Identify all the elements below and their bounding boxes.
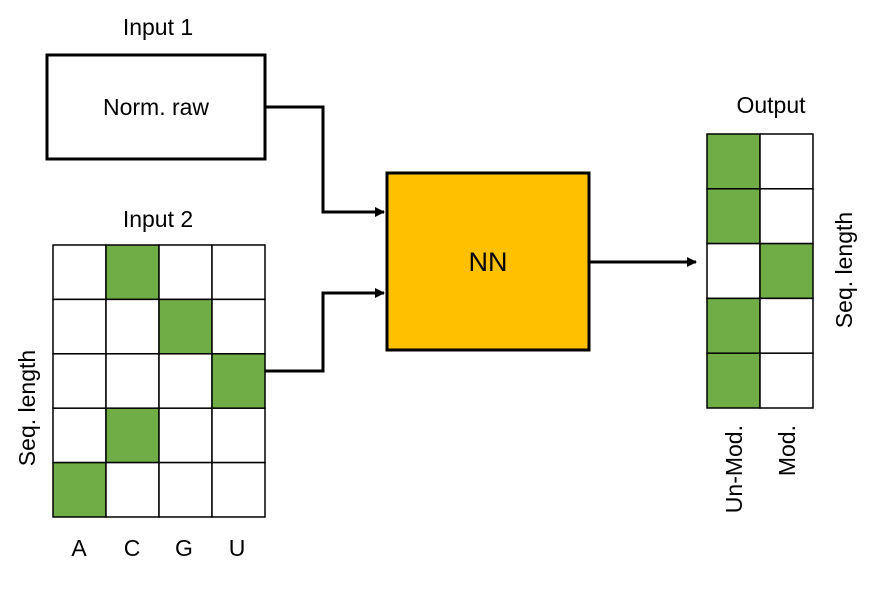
input1-to-nn-arrow — [265, 105, 385, 217]
input2-cell-r1-c0 — [52, 298, 107, 355]
input2-to-nn-arrow — [265, 288, 385, 373]
input2-col-label-a: A — [71, 535, 87, 561]
input2-title: Input 2 — [123, 206, 193, 232]
input2-cell-r4-c0-active — [52, 461, 107, 518]
output-cell-r1-c0-active — [706, 188, 761, 245]
input2-cell-r1-c2-active — [158, 298, 213, 355]
input2-cell-r4-c3 — [211, 461, 266, 518]
input1-box — [45, 53, 267, 161]
input2-cell-r0-c0 — [52, 244, 107, 301]
output-grid — [706, 133, 814, 409]
output-col-label-unmod: Un-Mod. — [721, 425, 747, 513]
input2-cell-r3-c1-active — [105, 407, 160, 464]
input2-cell-r3-c3 — [211, 407, 266, 464]
output-cell-r0-c1 — [759, 133, 814, 190]
input2-col-label-g: G — [175, 535, 193, 561]
input2-cell-r2-c0 — [52, 353, 107, 409]
output-cell-r4-c1 — [759, 352, 814, 409]
output-cell-r4-c0-active — [706, 352, 761, 409]
output-cell-r3-c0-active — [706, 297, 761, 354]
output-title: Output — [736, 92, 806, 118]
output-col-label-mod: Mod. — [774, 425, 800, 476]
output-cell-r2-c1-active — [759, 242, 814, 300]
output-cell-r1-c1 — [759, 188, 814, 245]
output-row-axis-label: Seq. length — [831, 212, 857, 328]
input2-cell-r2-c1 — [105, 353, 160, 409]
input2-cell-r4-c1 — [105, 461, 160, 518]
input2-col-label-u: U — [229, 535, 246, 561]
input2-cell-r1-c1 — [105, 298, 160, 355]
output-cell-r0-c0-active — [706, 133, 761, 190]
input1-box-label: Norm. raw — [103, 94, 209, 120]
input1-title: Input 1 — [123, 14, 193, 40]
nn-box — [385, 171, 591, 352]
input2-row-axis-label: Seq. length — [14, 350, 40, 466]
input2-cell-r0-c2 — [158, 244, 213, 301]
input2-cell-r2-c2 — [158, 353, 213, 409]
input2-cell-r1-c3 — [211, 298, 266, 355]
output-cell-r2-c0 — [706, 242, 761, 300]
input2-cell-r2-c3-active — [211, 353, 266, 409]
input2-cell-r4-c2 — [158, 461, 213, 518]
input2-cell-r0-c1-active — [105, 244, 160, 301]
input2-col-label-c: C — [124, 535, 141, 561]
input2-cell-r3-c2 — [158, 407, 213, 464]
nn-label: NN — [469, 247, 508, 277]
input2-cell-r3-c0 — [52, 407, 107, 464]
input2-cell-r0-c3 — [211, 244, 266, 301]
input2-grid — [52, 244, 266, 518]
output-cell-r3-c1 — [759, 297, 814, 354]
